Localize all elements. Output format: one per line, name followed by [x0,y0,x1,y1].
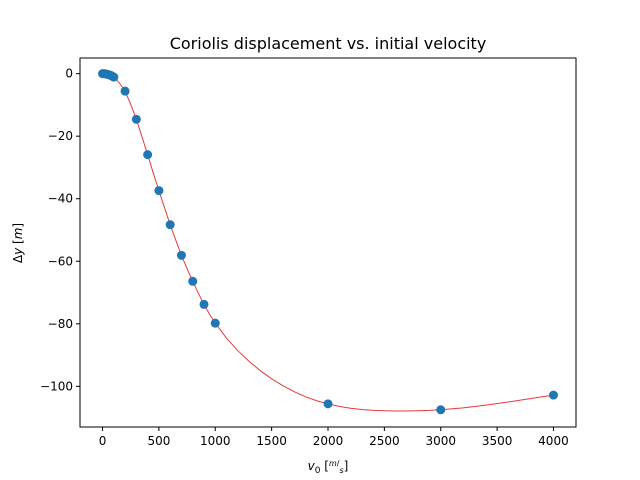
data-point [176,250,186,260]
y-tick-label: −40 [48,192,73,206]
data-point [131,114,141,124]
data-point [143,150,153,160]
data-point [436,405,446,415]
x-tick-label: 3000 [425,434,456,448]
y-tick-label: −60 [48,254,73,268]
data-point [120,86,130,96]
x-axis: 0 500 1000 1500 2000 2500 3000 3500 4000 [99,427,569,448]
x-tick-label: 2000 [313,434,344,448]
data-point [548,390,558,400]
data-point [323,399,333,409]
y-tick-label: −100 [40,379,73,393]
x-tick-label: 2500 [369,434,400,448]
x-tick-label: 0 [99,434,107,448]
x-axis-label-sub: 0 [315,466,321,476]
axes-frame [79,57,577,428]
plot-area [98,69,558,415]
data-point [188,276,198,286]
y-axis-label-unit: m [11,228,25,240]
data-point [154,186,164,196]
x-axis-label: v0 [m/s] [308,459,349,476]
y-axis-label-delta: Δ [11,254,25,263]
chart-title: Coriolis displacement vs. initial veloci… [170,34,487,53]
data-point [109,72,119,82]
y-axis: 0 −20 −40 −60 −80 −100 [40,67,80,393]
x-tick-label: 4000 [538,434,569,448]
x-axis-label-base: v [308,459,316,473]
y-tick-label: 0 [65,67,73,81]
x-tick-label: 3500 [482,434,513,448]
data-point [165,220,175,230]
data-point [199,299,209,309]
y-axis-label-var: y [11,247,25,256]
x-tick-label: 500 [147,434,170,448]
fit-line [102,73,554,412]
x-axis-label-unit-num: m [329,459,337,468]
x-axis-label-unit-den: s [339,466,343,475]
data-point [210,318,220,328]
x-tick-label: 1000 [200,434,231,448]
x-tick-label: 1500 [256,434,287,448]
y-axis-label: Δy [m] [11,223,25,263]
y-tick-label: −20 [48,129,73,143]
y-tick-label: −80 [48,317,73,331]
